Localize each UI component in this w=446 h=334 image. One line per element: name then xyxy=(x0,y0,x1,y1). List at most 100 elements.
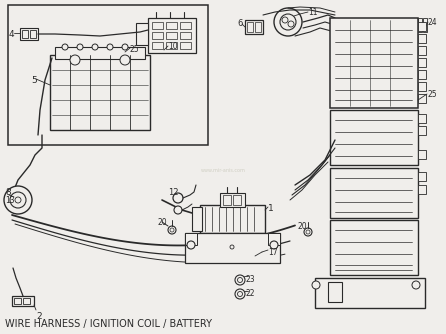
Text: 24: 24 xyxy=(428,18,438,27)
Bar xyxy=(418,126,426,135)
Circle shape xyxy=(70,55,80,65)
Bar xyxy=(403,18,407,32)
Bar xyxy=(330,18,418,108)
Bar xyxy=(245,20,263,34)
Bar xyxy=(166,32,177,39)
Circle shape xyxy=(274,8,302,36)
Bar xyxy=(418,172,426,181)
Text: 5: 5 xyxy=(31,76,37,85)
Circle shape xyxy=(306,230,310,234)
Text: 4: 4 xyxy=(9,30,15,39)
Circle shape xyxy=(173,193,183,203)
Text: 13: 13 xyxy=(5,196,15,205)
Bar xyxy=(247,22,253,32)
Bar xyxy=(22,30,28,38)
Text: 6: 6 xyxy=(237,19,242,28)
Text: 12: 12 xyxy=(168,188,178,197)
Bar xyxy=(20,28,38,40)
Circle shape xyxy=(187,241,195,249)
Circle shape xyxy=(288,21,294,27)
Bar xyxy=(30,30,36,38)
Circle shape xyxy=(10,192,26,208)
Circle shape xyxy=(312,281,320,289)
Bar xyxy=(330,220,418,275)
Text: 23: 23 xyxy=(245,275,255,284)
Circle shape xyxy=(230,245,234,249)
Bar xyxy=(255,22,261,32)
Circle shape xyxy=(174,206,182,214)
Circle shape xyxy=(107,44,113,50)
Circle shape xyxy=(15,197,21,203)
Bar xyxy=(192,207,202,231)
Bar xyxy=(12,296,34,306)
Bar xyxy=(180,32,191,39)
Bar xyxy=(315,278,425,308)
Bar xyxy=(418,82,426,91)
Bar xyxy=(152,42,163,49)
Bar xyxy=(180,22,191,29)
Circle shape xyxy=(170,228,174,232)
Bar xyxy=(233,195,241,205)
Bar xyxy=(166,42,177,49)
Bar xyxy=(408,18,412,32)
Bar xyxy=(418,58,426,67)
Bar xyxy=(418,150,426,159)
Bar xyxy=(180,42,191,49)
Bar xyxy=(14,298,21,304)
Bar xyxy=(185,233,280,263)
Text: 8: 8 xyxy=(5,188,11,197)
Bar xyxy=(50,55,150,130)
Circle shape xyxy=(235,289,245,299)
Text: 25: 25 xyxy=(427,90,437,99)
Bar xyxy=(418,185,426,194)
Bar xyxy=(413,18,417,32)
Text: 10: 10 xyxy=(168,42,178,51)
Bar xyxy=(328,282,342,302)
Bar xyxy=(423,18,427,32)
Text: 25: 25 xyxy=(130,45,140,54)
Bar xyxy=(330,168,418,218)
Bar xyxy=(152,22,163,29)
Text: 11: 11 xyxy=(308,8,318,17)
Circle shape xyxy=(4,186,32,214)
Text: 1: 1 xyxy=(268,204,274,213)
Circle shape xyxy=(235,275,245,285)
Text: 2: 2 xyxy=(36,312,41,321)
Bar xyxy=(166,22,177,29)
Circle shape xyxy=(62,44,68,50)
Bar xyxy=(418,34,426,43)
Circle shape xyxy=(280,14,296,30)
Bar xyxy=(418,94,426,103)
Bar xyxy=(23,298,30,304)
Circle shape xyxy=(270,241,278,249)
Bar xyxy=(418,18,422,32)
Bar xyxy=(200,205,265,233)
Text: 17: 17 xyxy=(268,248,277,257)
Text: www.mir-anis.com: www.mir-anis.com xyxy=(201,167,245,172)
Circle shape xyxy=(412,281,420,289)
Bar xyxy=(136,23,148,45)
Bar xyxy=(418,22,426,31)
Text: 22: 22 xyxy=(245,289,255,298)
Bar xyxy=(55,47,145,59)
Bar xyxy=(185,233,197,245)
Bar xyxy=(418,46,426,55)
Circle shape xyxy=(77,44,83,50)
Bar xyxy=(148,18,196,53)
Text: 20: 20 xyxy=(298,222,308,231)
Circle shape xyxy=(282,17,288,23)
Bar xyxy=(152,32,163,39)
Circle shape xyxy=(238,292,243,297)
Circle shape xyxy=(92,44,98,50)
Text: WIRE HARNESS / IGNITION COIL / BATTERY: WIRE HARNESS / IGNITION COIL / BATTERY xyxy=(5,319,212,329)
Bar xyxy=(418,70,426,79)
Bar xyxy=(223,195,231,205)
Circle shape xyxy=(304,228,312,236)
Text: 20: 20 xyxy=(157,218,167,227)
Bar xyxy=(330,110,418,165)
Circle shape xyxy=(238,278,243,283)
Bar xyxy=(418,114,426,123)
Circle shape xyxy=(122,44,128,50)
Bar xyxy=(268,233,280,245)
Bar xyxy=(220,193,245,207)
